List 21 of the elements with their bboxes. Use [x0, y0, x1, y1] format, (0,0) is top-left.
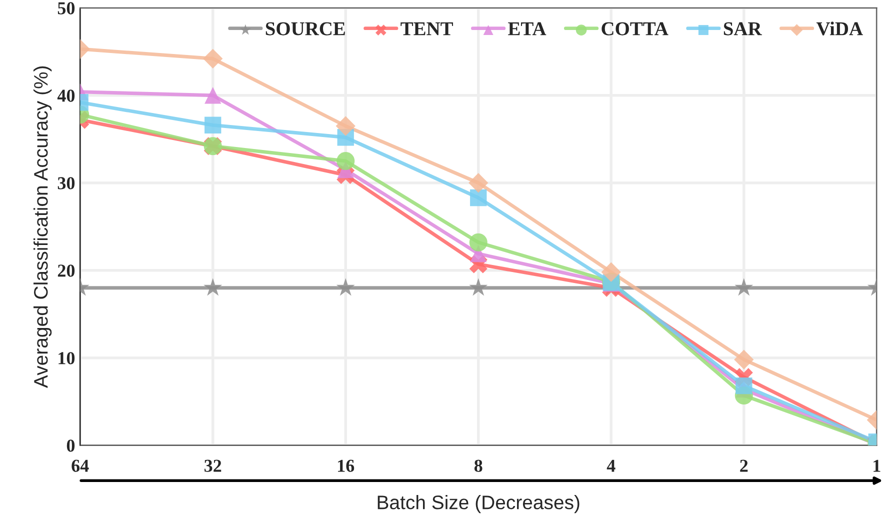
y-tick-label: 30	[58, 177, 75, 190]
x-tick-label: 4	[606, 460, 616, 472]
y-tick-label: 0	[66, 440, 75, 452]
legend-label: COTTA	[602, 22, 668, 36]
legend-label: ViDA	[816, 22, 863, 36]
y-tick-label: 10	[58, 352, 75, 364]
x-tick-label: 8	[474, 460, 482, 472]
x-tick-label: 1	[874, 460, 880, 472]
legend-label: ETA	[508, 22, 546, 36]
y-axis-title: Averaged Classification Accuracy (%)	[34, 66, 52, 388]
y-tick-label: 40	[57, 90, 75, 102]
legend-label: SAR	[724, 22, 762, 36]
legend-label: TENT	[400, 22, 453, 36]
x-tick-label: 32	[204, 460, 222, 472]
x-tick-label: 2	[740, 460, 748, 472]
legend-label: SOURCE	[266, 22, 345, 36]
x-tick-label: 64	[72, 460, 89, 472]
y-tick-label: 20	[58, 264, 75, 277]
x-axis-title: Batch Size (Decreases)	[378, 495, 580, 514]
x-tick-label: 16	[338, 460, 354, 472]
y-tick-label: 50	[58, 2, 75, 14]
